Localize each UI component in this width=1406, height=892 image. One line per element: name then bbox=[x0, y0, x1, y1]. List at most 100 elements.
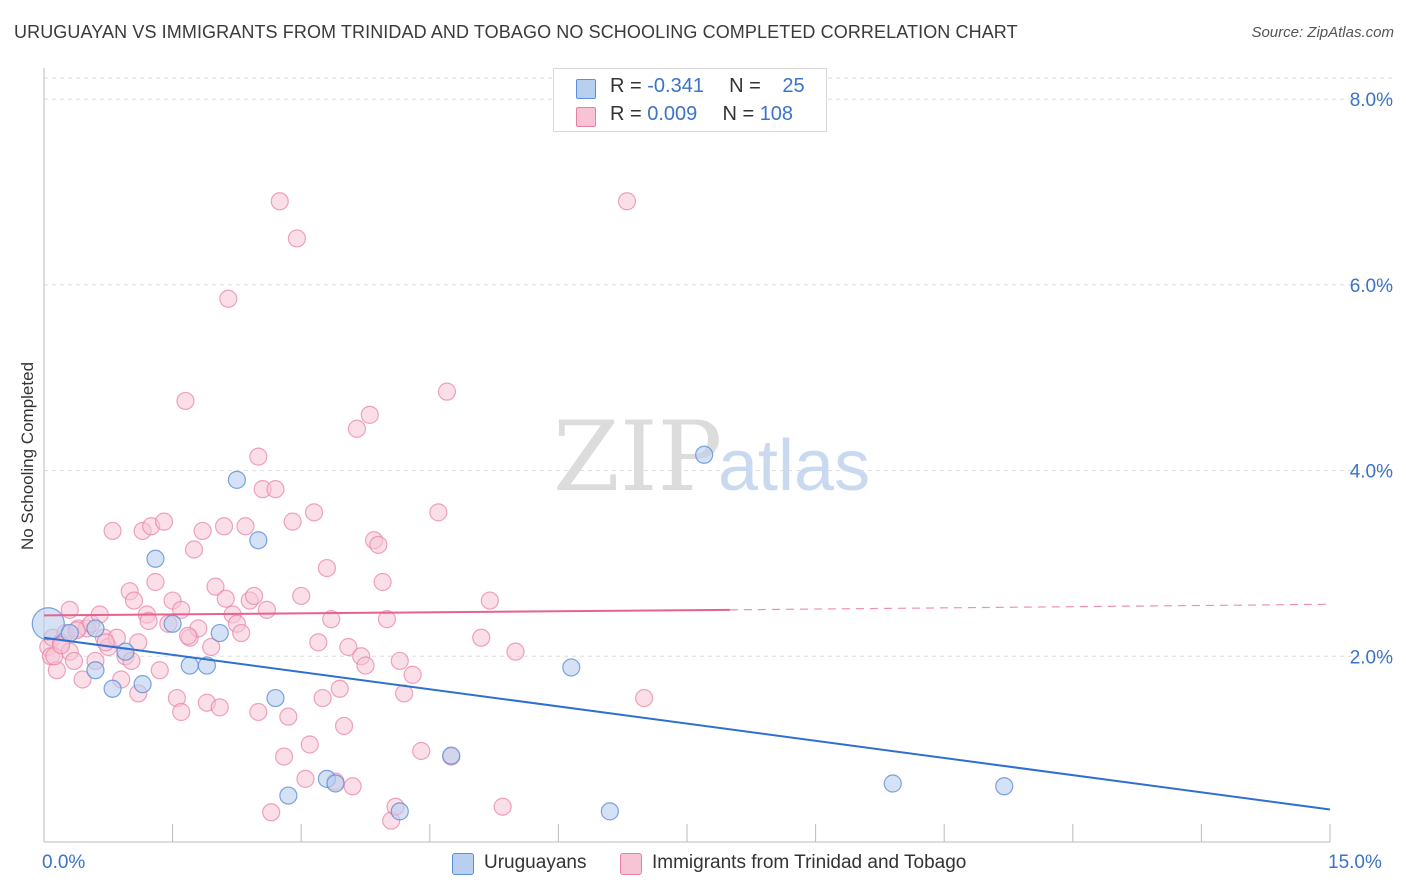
data-point-trinidad bbox=[73, 670, 92, 689]
legend-n-value: 108 bbox=[759, 103, 794, 125]
data-point-trinidad bbox=[339, 637, 358, 657]
data-point-uruguayans bbox=[60, 623, 79, 643]
data-point-uruguayans bbox=[210, 623, 229, 643]
data-point-trinidad bbox=[172, 702, 191, 722]
y-tick-label: 4.0% bbox=[1350, 462, 1393, 483]
data-point-uruguayans bbox=[197, 656, 216, 675]
series-trinidad-points bbox=[39, 192, 654, 830]
legend-swatch-blue bbox=[576, 79, 596, 99]
data-point-uruguayans bbox=[266, 688, 285, 708]
data-point-uruguayans bbox=[695, 445, 714, 464]
watermark-atlas: atlas bbox=[718, 426, 870, 506]
data-point-trinidad bbox=[296, 769, 315, 788]
data-point-trinidad bbox=[390, 651, 409, 671]
bottom-legend-swatch-pink bbox=[620, 853, 642, 875]
data-point-trinidad bbox=[232, 623, 251, 643]
data-point-trinidad bbox=[279, 707, 298, 726]
data-point-trinidad bbox=[506, 642, 525, 661]
data-point-trinidad bbox=[266, 480, 285, 499]
data-point-trinidad bbox=[322, 610, 341, 629]
data-point-trinidad bbox=[210, 698, 229, 717]
data-point-trinidad bbox=[274, 747, 294, 766]
data-point-trinidad bbox=[176, 391, 195, 411]
data-point-trinidad bbox=[103, 521, 122, 541]
y-tick-label: 2.0% bbox=[1350, 647, 1393, 668]
data-point-trinidad bbox=[202, 637, 221, 657]
data-point-trinidad bbox=[216, 589, 235, 608]
x-tick-label-max: 15.0% bbox=[1328, 852, 1382, 873]
watermark-zip: ZIP bbox=[553, 401, 722, 513]
data-point-trinidad bbox=[249, 447, 268, 466]
watermark: ZIP atlas bbox=[553, 401, 870, 513]
data-point-trinidad bbox=[300, 735, 319, 754]
data-point-trinidad bbox=[429, 503, 448, 522]
data-point-uruguayans bbox=[31, 607, 65, 641]
data-point-trinidad bbox=[244, 586, 264, 606]
data-point-uruguayans bbox=[103, 679, 122, 698]
data-point-trinidad bbox=[64, 651, 84, 671]
data-point-trinidad bbox=[249, 702, 268, 722]
data-point-trinidad bbox=[493, 797, 512, 816]
data-point-uruguayans bbox=[180, 656, 199, 675]
data-point-trinidad bbox=[317, 558, 337, 578]
data-point-trinidad bbox=[347, 419, 367, 438]
bottom-legend-swatch-blue bbox=[452, 853, 474, 875]
data-point-trinidad bbox=[206, 577, 225, 596]
data-point-trinidad bbox=[635, 688, 654, 708]
data-point-trinidad bbox=[257, 600, 277, 619]
data-point-uruguayans bbox=[442, 746, 461, 765]
data-point-uruguayans bbox=[279, 786, 298, 805]
data-point-trinidad bbox=[292, 586, 311, 606]
data-point-trinidad bbox=[334, 716, 354, 736]
data-point-uruguayans bbox=[116, 642, 135, 661]
data-point-trinidad bbox=[373, 572, 392, 592]
data-point-trinidad bbox=[219, 289, 238, 308]
series-uruguayans-points bbox=[31, 445, 1014, 821]
data-point-uruguayans bbox=[133, 675, 152, 694]
legend-r-value: -0.341 bbox=[647, 75, 704, 97]
data-point-trinidad bbox=[287, 229, 307, 248]
data-point-uruguayans bbox=[883, 774, 902, 793]
data-point-uruguayans bbox=[227, 470, 246, 489]
x-tick-label-min: 0.0% bbox=[42, 852, 86, 873]
data-point-trinidad bbox=[403, 665, 422, 684]
data-point-trinidad bbox=[184, 540, 204, 559]
data-point-trinidad bbox=[304, 503, 324, 522]
data-point-uruguayans bbox=[562, 658, 581, 677]
bottom-legend-label: Uruguayans bbox=[484, 852, 587, 873]
data-point-trinidad bbox=[377, 610, 397, 629]
chart-title: URUGUAYAN VS IMMIGRANTS FROM TRINIDAD AN… bbox=[14, 22, 1018, 42]
data-point-trinidad bbox=[343, 777, 362, 796]
grid-lines bbox=[44, 77, 1392, 657]
legend-n-label: N = bbox=[722, 103, 760, 125]
data-point-trinidad bbox=[150, 661, 169, 680]
data-point-trinidad bbox=[617, 192, 637, 211]
data-point-uruguayans bbox=[995, 777, 1014, 796]
data-point-trinidad bbox=[330, 679, 349, 698]
legend-r-label: R = bbox=[610, 75, 648, 97]
data-point-trinidad bbox=[283, 512, 302, 531]
data-point-uruguayans bbox=[249, 531, 268, 550]
legend-swatch-pink bbox=[576, 107, 596, 127]
data-point-uruguayans bbox=[86, 619, 105, 638]
y-tick-label: 6.0% bbox=[1350, 276, 1393, 297]
data-point-uruguayans bbox=[326, 774, 345, 793]
legend-r-value: 0.009 bbox=[647, 103, 698, 125]
data-point-uruguayans bbox=[86, 661, 105, 680]
data-point-trinidad bbox=[309, 633, 328, 652]
trend-line-uruguayans bbox=[43, 636, 1331, 811]
data-point-uruguayans bbox=[390, 802, 409, 821]
correlation-legend: R = -0.341 N = 25 R = 0.009 N = 108 bbox=[553, 68, 827, 132]
data-point-trinidad bbox=[124, 591, 144, 610]
data-point-trinidad bbox=[369, 535, 388, 554]
bottom-legend-label: Immigrants from Trinidad and Tobago bbox=[652, 852, 967, 873]
data-point-trinidad bbox=[437, 382, 457, 401]
trend-lines bbox=[43, 603, 1331, 811]
data-point-trinidad bbox=[356, 656, 375, 675]
data-point-trinidad bbox=[480, 591, 499, 610]
data-point-trinidad bbox=[313, 688, 332, 708]
data-point-trinidad bbox=[154, 512, 174, 531]
data-point-uruguayans bbox=[163, 614, 182, 633]
axes bbox=[43, 68, 1331, 843]
